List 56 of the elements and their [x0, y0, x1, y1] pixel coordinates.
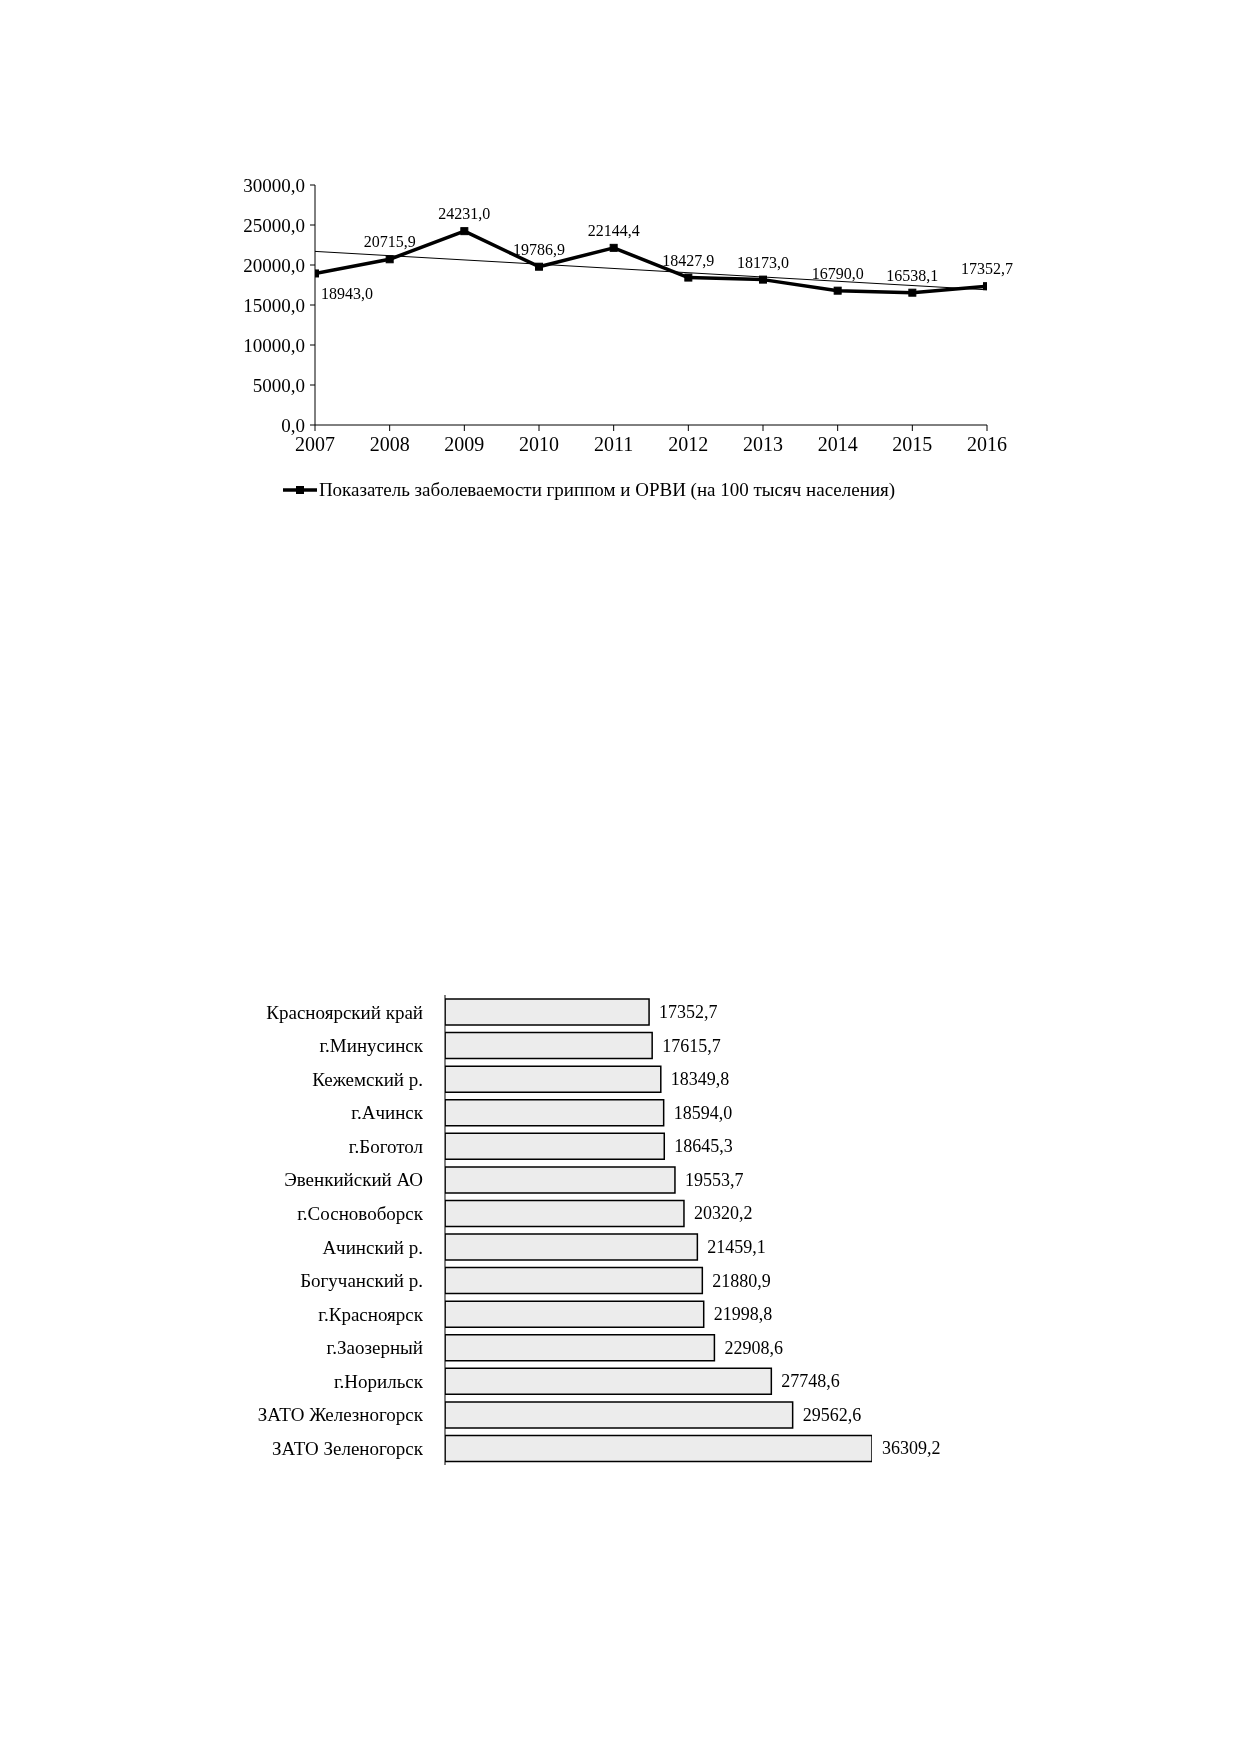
y-tick-label: Кежемский р.: [312, 1068, 423, 1090]
data-label: 17352,7: [961, 260, 1013, 278]
data-label: 16790,0: [811, 264, 864, 282]
y-tick-label: ЗАТО Зеленогорск: [272, 1437, 424, 1459]
data-label: 21998,8: [713, 1304, 773, 1325]
data-label: 27748,6: [781, 1371, 840, 1392]
data-label: 19786,9: [513, 240, 565, 258]
data-label: 20320,2: [693, 1203, 753, 1224]
data-label: 17352,7: [659, 1002, 718, 1023]
data-label: 17615,7: [662, 1035, 721, 1056]
data-label: 18173,0: [737, 253, 789, 271]
x-tick-label: 2011: [594, 433, 634, 456]
y-tick-label: Эвенкийский АО: [284, 1169, 423, 1191]
y-tick-label: ЗАТО Железногорск: [257, 1404, 424, 1426]
y-tick-label: 15000,0: [243, 294, 305, 316]
data-label: 29562,6: [802, 1404, 862, 1425]
data-label: 18594,0: [673, 1102, 733, 1123]
legend-label: Показатель заболеваемости гриппом и ОРВИ (на 100 тысяч населения): [318, 479, 896, 501]
y-tick-label: Богучанский р.: [300, 1270, 423, 1292]
x-tick-label: 2014: [817, 433, 858, 456]
x-tick-label: 2016: [967, 433, 1007, 456]
x-tick-label: 2007: [295, 433, 335, 456]
x-tick-label: 2013: [743, 433, 783, 456]
data-label: 18349,8: [670, 1069, 730, 1090]
y-tick-label: г.Красноярск: [318, 1303, 424, 1325]
data-label: 36309,2: [882, 1438, 941, 1459]
data-label: 22908,6: [724, 1337, 783, 1358]
y-tick-label: г.Боготол: [348, 1135, 424, 1157]
y-tick-label: 30000,0: [243, 174, 305, 196]
y-tick-label: 0,0: [281, 414, 305, 436]
y-tick-label: г.Ачинск: [351, 1102, 424, 1124]
y-tick-label: Ачинский р.: [322, 1236, 423, 1258]
y-tick-label: г.Минусинск: [319, 1035, 424, 1057]
data-label: 18943,0: [321, 285, 373, 303]
data-label: 22144,4: [587, 221, 640, 239]
y-tick-label: г.Норильск: [333, 1370, 424, 1392]
x-tick-label: 2009: [444, 433, 485, 456]
x-tick-label: 2015: [892, 433, 933, 456]
data-label: 19553,7: [684, 1169, 744, 1190]
x-tick-label: 2008: [369, 433, 410, 456]
y-tick-label: 25000,0: [243, 214, 305, 236]
y-tick-label: Красноярский край: [266, 1001, 423, 1023]
y-tick-label: г.Сосновоборск: [297, 1202, 424, 1224]
data-label: 20715,9: [363, 233, 416, 251]
y-tick-label: 10000,0: [243, 334, 305, 356]
x-tick-label: 2012: [668, 433, 709, 456]
data-label: 18645,3: [674, 1136, 733, 1157]
data-label: 21880,9: [712, 1270, 771, 1291]
x-tick-label: 2010: [519, 433, 559, 456]
y-tick-label: 20000,0: [243, 254, 305, 276]
y-tick-label: 5000,0: [252, 374, 305, 396]
data-label: 21459,1: [707, 1237, 766, 1258]
data-label: 24231,0: [438, 205, 491, 223]
data-label: 18427,9: [662, 251, 715, 269]
y-tick-label: г.Заозерный: [326, 1337, 423, 1359]
data-label: 16538,1: [886, 266, 939, 284]
